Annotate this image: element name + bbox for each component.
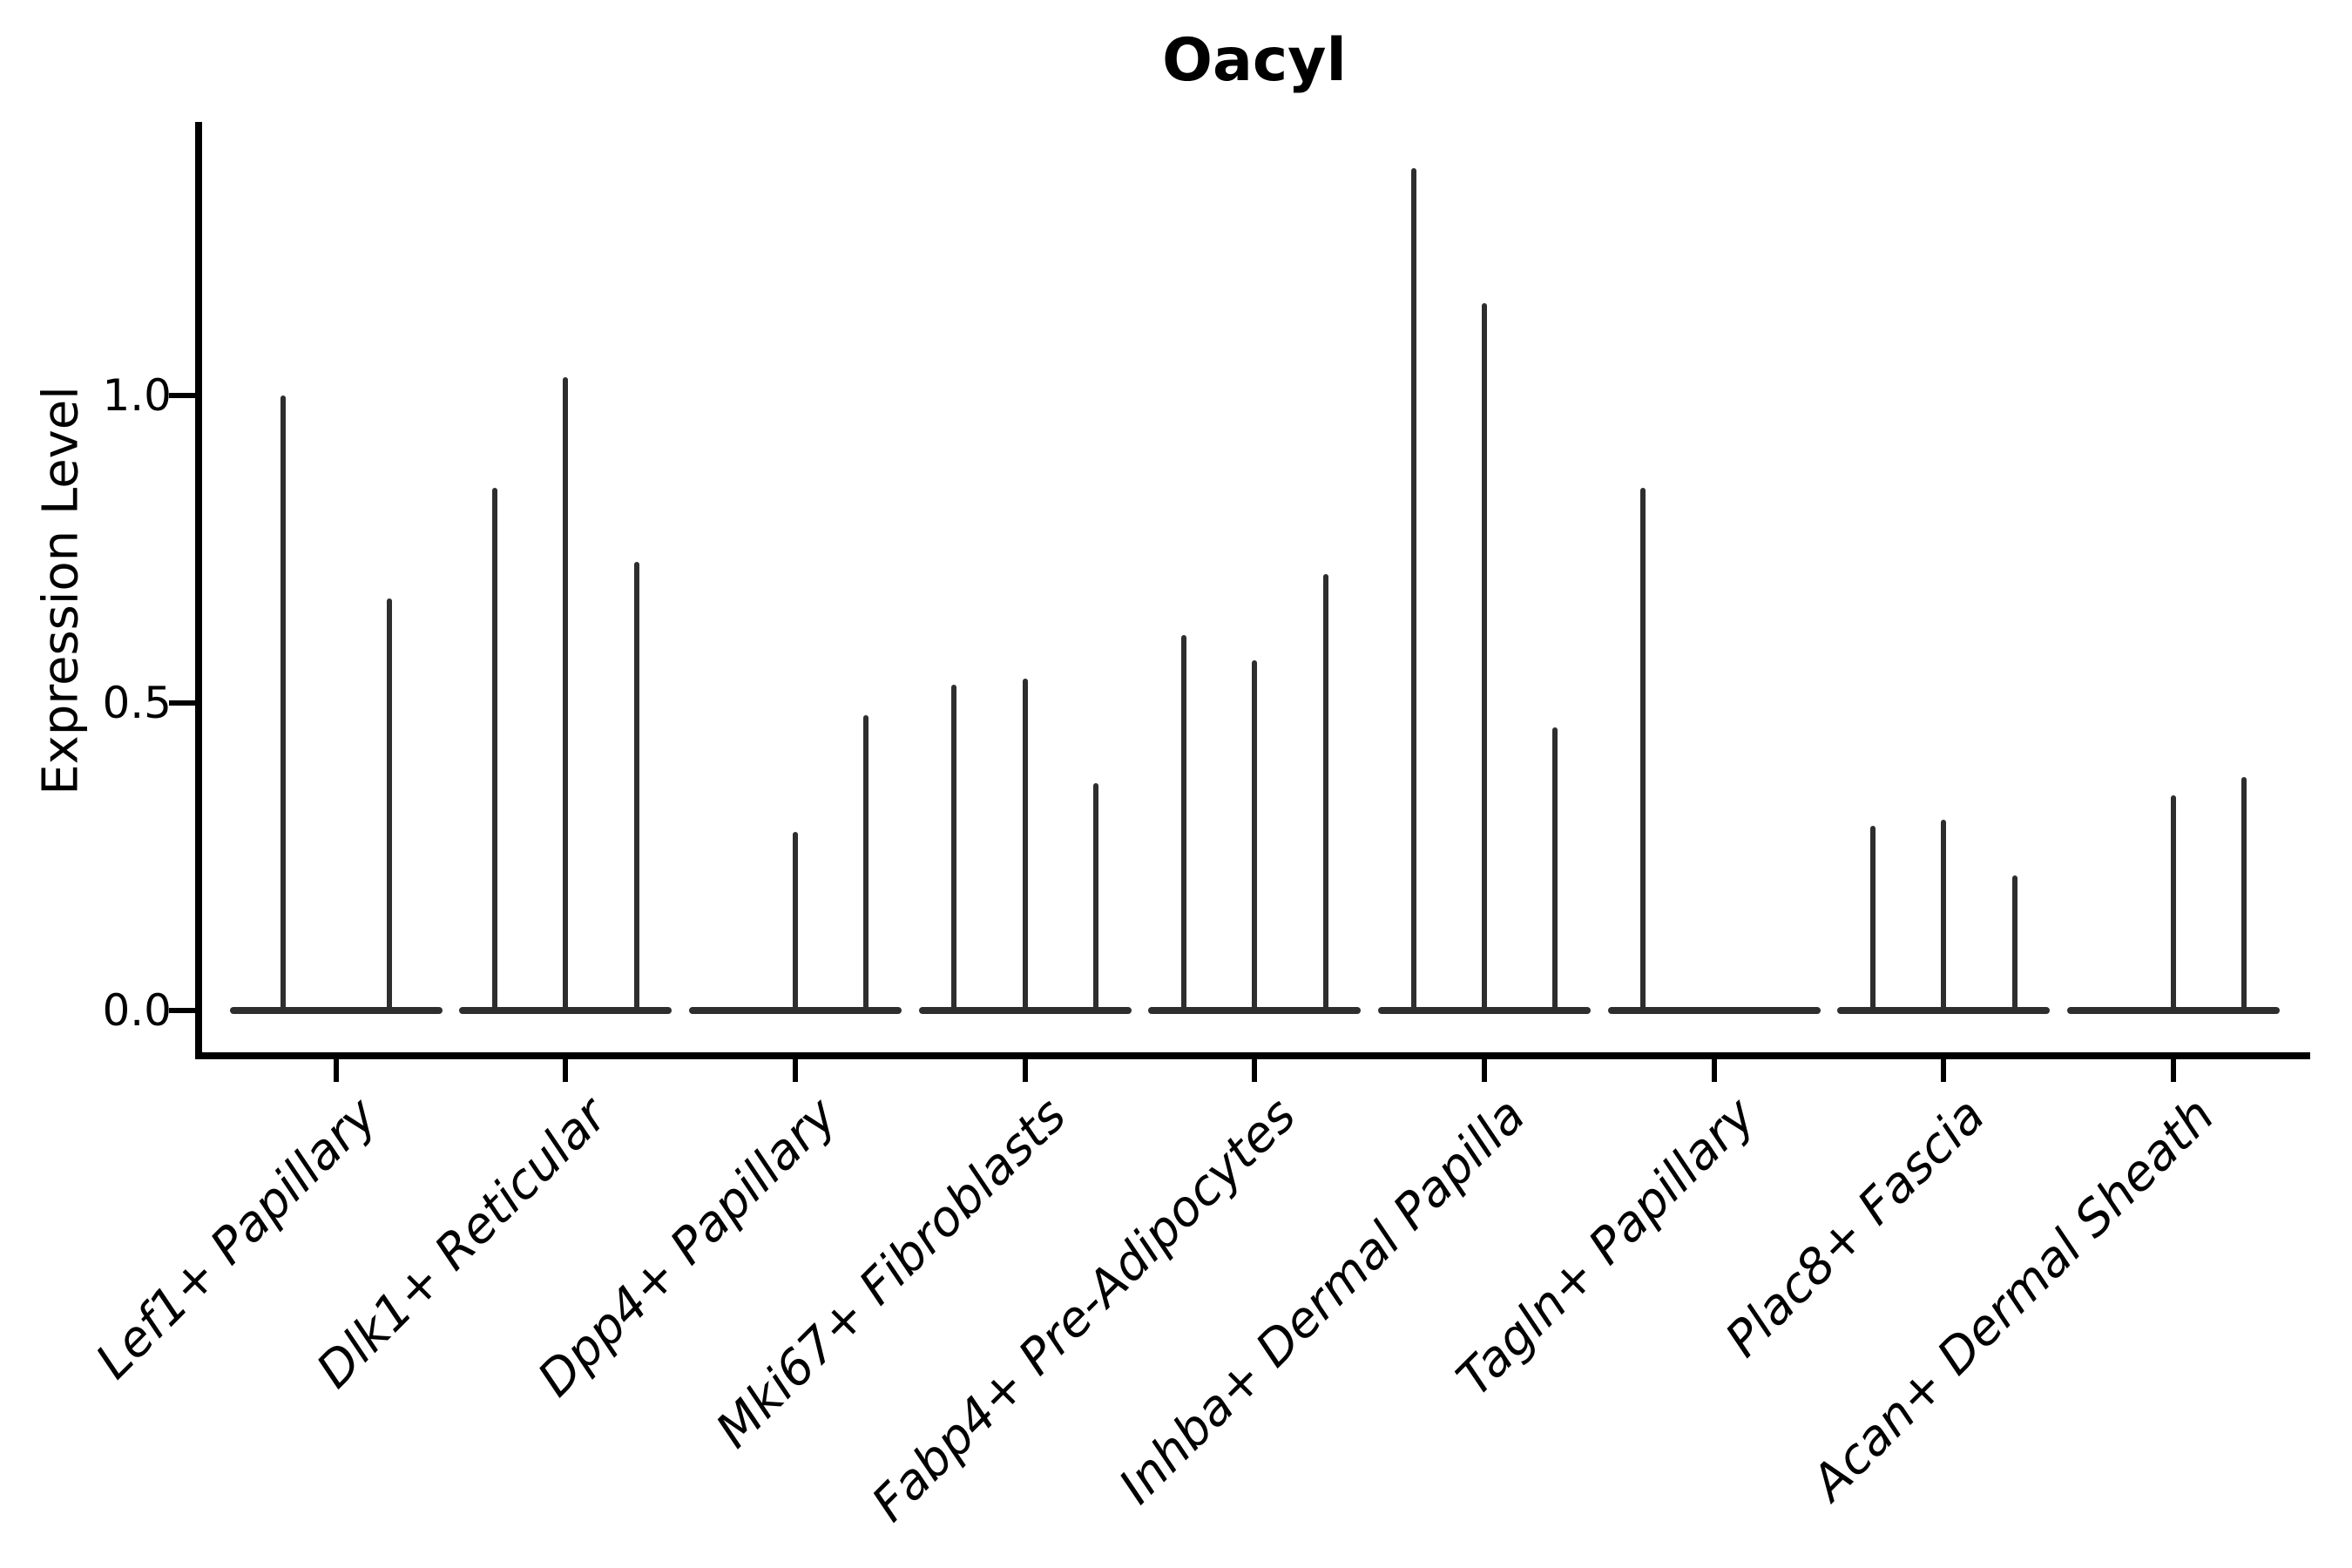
y-axis-line xyxy=(195,122,202,1059)
violin-spike xyxy=(1022,678,1028,1014)
violin-spike xyxy=(1640,487,1646,1014)
y-tick-label: 0.5 xyxy=(102,678,172,728)
x-tick-label: Inhba+ Dermal Papilla xyxy=(1108,1087,1537,1516)
y-tick-mark xyxy=(169,1008,195,1013)
violin-spike xyxy=(1252,659,1258,1014)
y-tick-mark xyxy=(169,700,195,706)
violin-spike xyxy=(491,487,497,1014)
chart-title: Oacyl xyxy=(1162,26,1347,95)
violin-spike xyxy=(951,684,957,1014)
violin-spike xyxy=(1322,573,1328,1014)
violin-spike xyxy=(2011,875,2017,1014)
violin-baseline xyxy=(229,1007,443,1014)
violin-spike xyxy=(633,561,639,1014)
x-tick-mark xyxy=(792,1059,798,1082)
violin-spike xyxy=(386,598,392,1014)
y-tick-label: 1.0 xyxy=(102,370,172,421)
x-tick-mark xyxy=(563,1059,569,1082)
x-axis-line xyxy=(195,1052,2310,1059)
violin-spike xyxy=(2171,794,2177,1014)
violin-spike xyxy=(563,376,569,1014)
x-tick-mark xyxy=(1711,1059,1717,1082)
violin-spike xyxy=(1482,303,1487,1014)
y-axis-title: Expression Level xyxy=(32,386,90,795)
violin-spike xyxy=(863,715,869,1014)
violin-spike xyxy=(1092,782,1098,1014)
x-tick-label: Fabp4+ Pre-Adipocytes xyxy=(861,1087,1308,1533)
violin-spike xyxy=(2241,776,2247,1014)
y-tick-mark xyxy=(169,393,195,398)
x-tick-label: Acan+ Dermal Sheath xyxy=(1801,1087,2227,1511)
violin-baseline xyxy=(1607,1007,1821,1014)
violin-spike xyxy=(1941,820,1947,1014)
x-tick-mark xyxy=(333,1059,339,1082)
violin-spike xyxy=(792,832,798,1014)
violin-spike xyxy=(1410,167,1416,1014)
x-tick-mark xyxy=(1022,1059,1028,1082)
x-tick-mark xyxy=(1941,1059,1947,1082)
y-tick-label: 0.0 xyxy=(102,985,172,1036)
violin-spike xyxy=(1552,727,1558,1014)
violin-spike xyxy=(1870,826,1876,1014)
x-tick-mark xyxy=(1252,1059,1258,1082)
violin-spike xyxy=(1180,635,1186,1014)
x-tick-mark xyxy=(1482,1059,1487,1082)
violin-spike xyxy=(280,395,286,1014)
x-tick-mark xyxy=(2171,1059,2177,1082)
